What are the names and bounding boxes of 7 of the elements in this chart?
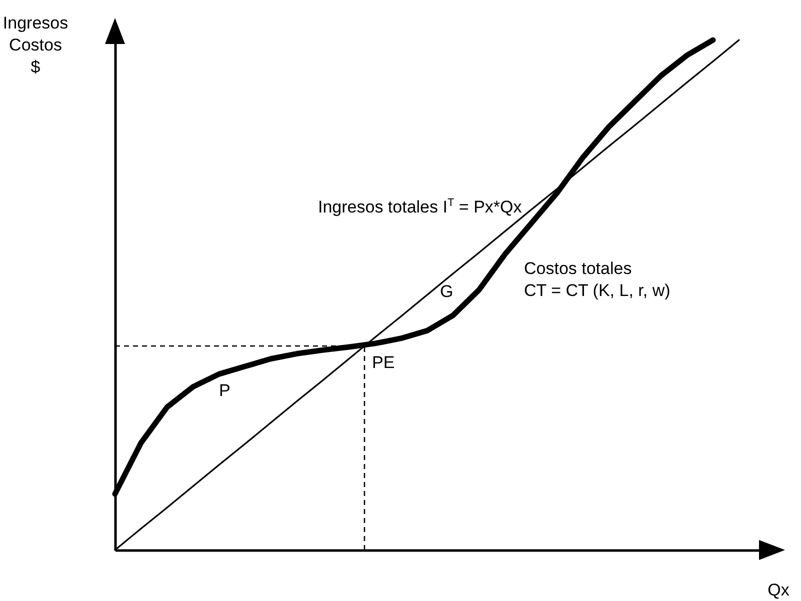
series-label: Ingresos totales I$^{T}$ = Px*Qx xyxy=(318,196,522,219)
x-axis-title: Qx xyxy=(768,580,790,600)
annotation: G xyxy=(440,281,454,303)
annotation: PE xyxy=(372,352,395,374)
series-label: Costos totales CT = CT (K, L, r, w) xyxy=(524,258,670,302)
y-axis-title: Ingresos Costos $ xyxy=(2,14,68,76)
annotation: P xyxy=(219,380,230,402)
